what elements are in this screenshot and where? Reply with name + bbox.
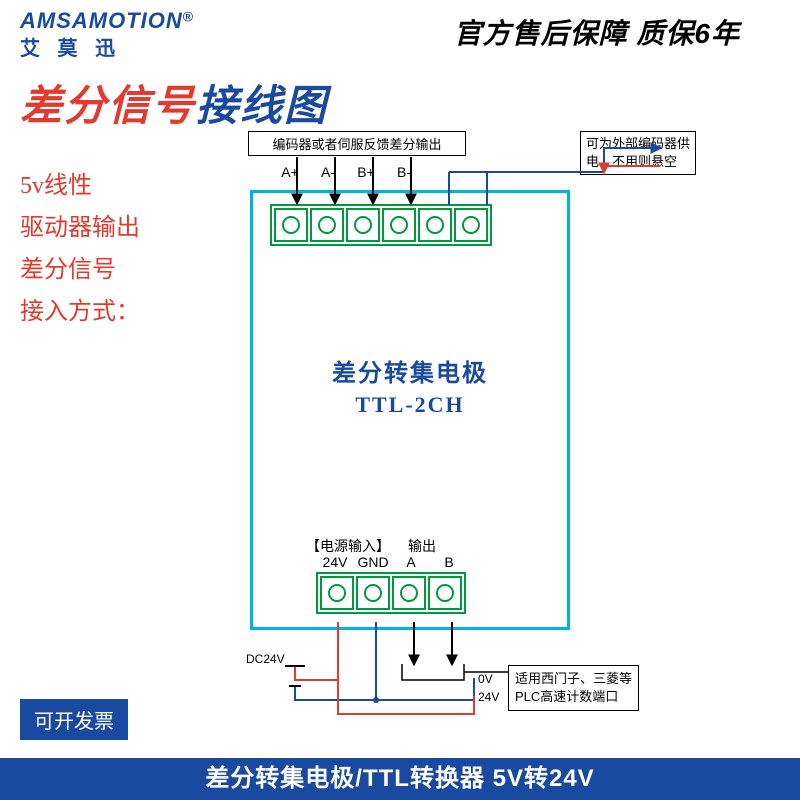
side-note-line: 5v线性: [20, 165, 140, 207]
power-input-label: 【电源输入】: [306, 536, 390, 556]
twentyfour-v-label: 24V: [478, 690, 499, 704]
page-title: 差分信号接线图: [20, 72, 328, 133]
terminal-label: A+: [276, 164, 304, 180]
side-note-line: 差分信号: [20, 249, 140, 291]
terminal-hole-icon: [400, 584, 418, 602]
terminal-label: A: [394, 554, 428, 570]
terminal: [454, 208, 488, 242]
terminal-hole-icon: [364, 584, 382, 602]
brand-en: AMSAMOTION: [20, 8, 183, 33]
terminal-hole-icon: [426, 216, 444, 234]
terminal-label: GND: [356, 554, 390, 570]
canvas: AMSAMOTION® 艾 莫 迅 官方售后保障 质保6年 差分信号接线图 5v…: [0, 0, 800, 800]
plc-note-box: 适用西门子、三菱等PLC高速计数端口: [508, 665, 639, 711]
terminal-label: B-: [390, 164, 418, 180]
side-note-line: 驱动器输出: [20, 207, 140, 249]
terminal: [310, 208, 344, 242]
title-blue: 接线图: [196, 82, 328, 129]
terminal-hole-icon: [354, 216, 372, 234]
dc24v-label: DC24V: [246, 652, 285, 666]
terminal: [382, 208, 416, 242]
top-group-label: 编码器或者伺服反馈差分输出: [248, 131, 466, 156]
terminal: [428, 576, 462, 610]
terminal-label: B+: [352, 164, 380, 180]
output-label: 输出: [408, 536, 436, 556]
terminal-hole-icon: [328, 584, 346, 602]
terminal-label: A-: [314, 164, 342, 180]
zero-v-label: 0V: [478, 672, 493, 686]
terminal: [356, 576, 390, 610]
terminal: [392, 576, 426, 610]
brand-logo: AMSAMOTION® 艾 莫 迅: [20, 8, 194, 61]
module-title-1: 差分转集电极: [253, 353, 567, 388]
terminal: [418, 208, 452, 242]
terminal-hole-icon: [436, 584, 454, 602]
top-terminal-row: [270, 204, 492, 246]
terminal: [274, 208, 308, 242]
terminal-hole-icon: [318, 216, 336, 234]
side-note: 5v线性驱动器输出差分信号接入方式：: [20, 165, 140, 333]
brand-reg: ®: [183, 9, 194, 25]
terminal: [320, 576, 354, 610]
brand-cn: 艾 莫 迅: [20, 32, 194, 61]
module-title-2: TTL-2CH: [253, 392, 567, 418]
bottom-terminal-row: [316, 572, 466, 614]
terminal-hole-icon: [462, 216, 480, 234]
power-out-callout: 可为外部编码器供电，不用则悬空: [580, 131, 696, 175]
invoice-badge: 可开发票: [20, 699, 128, 740]
terminal: [346, 208, 380, 242]
terminal-label: 24V: [318, 554, 352, 570]
terminal-label: B: [432, 554, 466, 570]
terminal-hole-icon: [282, 216, 300, 234]
module-title: 差分转集电极 TTL-2CH: [253, 353, 567, 418]
side-note-line: 接入方式：: [20, 291, 140, 333]
title-red: 差分信号: [20, 82, 196, 129]
warranty-text: 官方售后保障 质保6年: [454, 12, 740, 52]
footer-bar: 差分转集电极/TTL转换器 5V转24V: [0, 758, 800, 800]
terminal-hole-icon: [390, 216, 408, 234]
